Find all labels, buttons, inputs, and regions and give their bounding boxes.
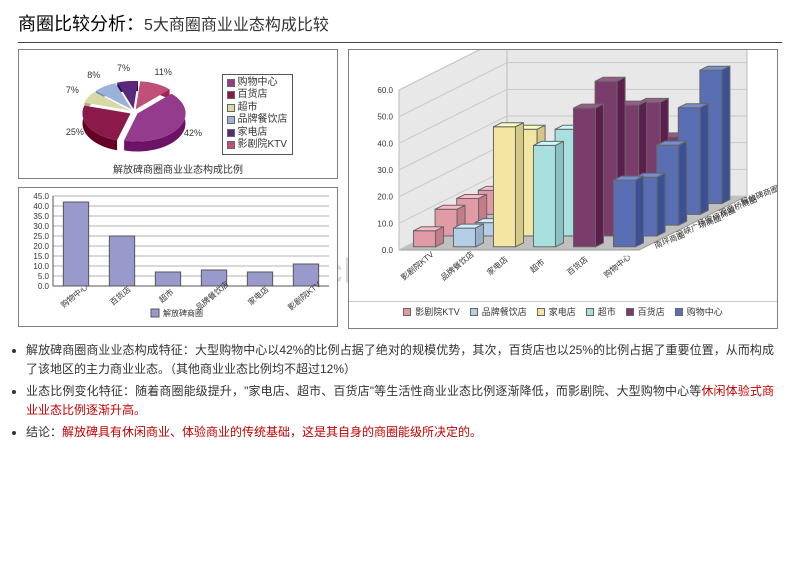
bar2d-chart: 0.05.010.015.020.025.030.035.040.045.0购物… <box>19 188 337 326</box>
title-sub: 5大商圈商业业态构成比较 <box>144 17 329 34</box>
bar3d-legend-item: 百货店 <box>626 305 665 318</box>
svg-text:50.0: 50.0 <box>377 113 393 122</box>
bar3d-legend: 影剧院KTV 品牌餐饮店家电店超市百货店购物中心 <box>349 301 777 321</box>
bar3d-legend-item: 购物中心 <box>675 305 723 318</box>
svg-text:15.0: 15.0 <box>33 252 49 261</box>
svg-text:40.0: 40.0 <box>377 139 393 148</box>
svg-text:45.0: 45.0 <box>33 192 49 201</box>
pie-slice-label: 8% <box>87 70 100 80</box>
title-underline <box>18 42 782 43</box>
svg-text:超市: 超市 <box>528 257 547 275</box>
svg-text:购物中心: 购物中心 <box>602 252 633 280</box>
page-title: 商圈比较分析：5大商圈商业业态构成比较 <box>0 0 800 42</box>
bar3d-chart-box: 0.010.020.030.040.050.060.0解放碑商圈观音桥商圈杨家坪… <box>348 49 778 329</box>
svg-text:60.0: 60.0 <box>377 86 393 95</box>
analysis-bullet: 结论：解放碑具有休闲商业、体验商业的传统基础，这是其自身的商圈能级所决定的。 <box>26 423 774 442</box>
svg-text:20.0: 20.0 <box>33 242 49 251</box>
bar3d-legend-item: 影剧院KTV <box>403 305 460 318</box>
svg-text:35.0: 35.0 <box>33 212 49 221</box>
pie-slice-label: 25% <box>66 127 84 137</box>
svg-text:解放碑商圈: 解放碑商圈 <box>163 308 203 318</box>
svg-text:家电店: 家电店 <box>246 284 271 307</box>
pie-caption: 解放碑商圈商业业态构成比例 <box>19 161 337 176</box>
analysis-bullet: 解放碑商圈商业业态构成特征：大型购物中心以42%的比例占据了绝对的规模优势，其次… <box>26 341 774 378</box>
svg-text:25.0: 25.0 <box>33 232 49 241</box>
pie-legend-item: 品牌餐饮店 <box>227 114 288 127</box>
pie-legend-item: 购物中心 <box>227 77 288 90</box>
title-main: 商圈比较分析： <box>18 14 144 34</box>
pie-slice-label: 7% <box>66 85 79 95</box>
svg-text:品牌餐饮店: 品牌餐饮店 <box>439 249 476 282</box>
svg-text:百货店: 百货店 <box>565 254 590 277</box>
svg-text:10.0: 10.0 <box>33 262 49 271</box>
pie-slice-label: 42% <box>184 128 202 138</box>
pie-legend-item: 家电店 <box>227 127 288 140</box>
svg-text:30.0: 30.0 <box>377 166 393 175</box>
bar3d-legend-item: 超市 <box>586 305 616 318</box>
svg-text:0.0: 0.0 <box>382 246 394 255</box>
bar2d-chart-box: 0.05.010.015.020.025.030.035.040.045.0购物… <box>18 187 338 327</box>
pie-legend-item: 影剧院KTV <box>227 139 288 152</box>
pie-legend: 购物中心百货店超市品牌餐饮店家电店影剧院KTV <box>222 74 293 155</box>
pie-chart-box: 42%25%7%8%7%11% 购物中心百货店超市品牌餐饮店家电店影剧院KTV … <box>18 49 338 179</box>
analysis-bullet: 业态比例变化特征：随着商圈能级提升，"家电店、超市、百货店"等生活性商业业态比例… <box>26 382 774 419</box>
analysis-bullets: 解放碑商圈商业业态构成特征：大型购物中心以42%的比例占据了绝对的规模优势，其次… <box>0 329 800 442</box>
svg-text:30.0: 30.0 <box>33 222 49 231</box>
svg-text:影剧院KTV: 影剧院KTV <box>399 249 436 283</box>
svg-text:5.0: 5.0 <box>38 272 50 281</box>
pie-slice-label: 11% <box>155 67 172 77</box>
pie-chart: 42% 25% 7% 8% 7% 11% <box>64 64 214 164</box>
bar3d-legend-item: 品牌餐饮店 <box>470 305 527 318</box>
svg-text:超市: 超市 <box>157 287 176 305</box>
bar3d-legend-item: 家电店 <box>537 305 576 318</box>
bar3d-chart: 0.010.020.030.040.050.060.0解放碑商圈观音桥商圈杨家坪… <box>349 50 777 296</box>
pie-legend-item: 百货店 <box>227 89 288 102</box>
pie-slice-label: 7% <box>117 63 130 73</box>
svg-text:10.0: 10.0 <box>377 219 393 228</box>
svg-text:0.0: 0.0 <box>38 282 50 291</box>
svg-text:20.0: 20.0 <box>377 193 393 202</box>
svg-text:40.0: 40.0 <box>33 202 49 211</box>
svg-text:家电店: 家电店 <box>485 254 510 277</box>
pie-legend-item: 超市 <box>227 102 288 115</box>
svg-text:百货店: 百货店 <box>108 284 133 307</box>
